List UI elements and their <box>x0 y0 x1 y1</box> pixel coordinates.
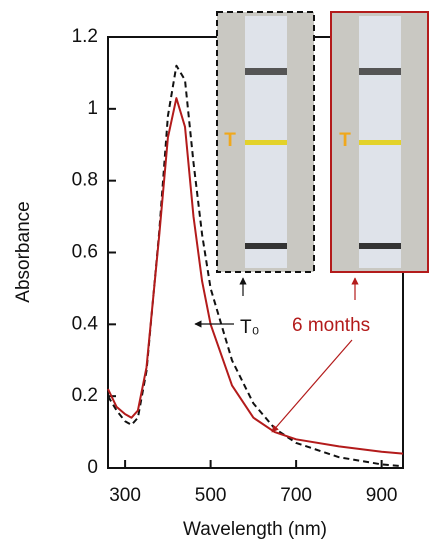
y-axis-label: Absorbance <box>13 201 34 302</box>
y-tick-label: 0.6 <box>72 242 98 263</box>
arrow <box>271 339 353 433</box>
series-label: 6 months <box>292 315 370 336</box>
series-label: T₀ <box>240 317 260 338</box>
inset-t0 <box>216 11 315 273</box>
series-line <box>107 64 404 468</box>
series-line <box>107 97 404 455</box>
y-tick-label: 0.2 <box>72 385 98 406</box>
y-tick-label: 1.2 <box>72 26 98 47</box>
x-tick-label: 900 <box>366 485 398 506</box>
y-tick-label: 0 <box>87 457 98 478</box>
x-tick-label: 700 <box>280 485 312 506</box>
inset-6months <box>330 11 429 273</box>
x-tick-label: 500 <box>195 485 227 506</box>
y-tick-label: 0.8 <box>72 170 98 191</box>
y-tick-label: 1 <box>87 98 98 119</box>
x-axis-label: Wavelength (nm) <box>183 519 327 540</box>
x-tick-label: 300 <box>109 485 141 506</box>
y-tick-label: 0.4 <box>72 313 99 334</box>
strip-label: T <box>224 130 236 151</box>
strip-label: T <box>339 130 351 151</box>
plot-layer: 0 0.2 0.4 0.6 0.8 1 1.2 300 500 700 900 <box>72 26 404 506</box>
